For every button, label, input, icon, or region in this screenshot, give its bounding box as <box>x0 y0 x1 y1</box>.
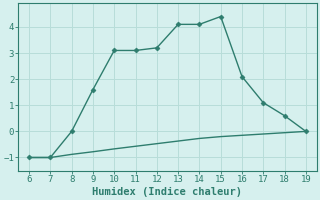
X-axis label: Humidex (Indice chaleur): Humidex (Indice chaleur) <box>92 186 243 197</box>
